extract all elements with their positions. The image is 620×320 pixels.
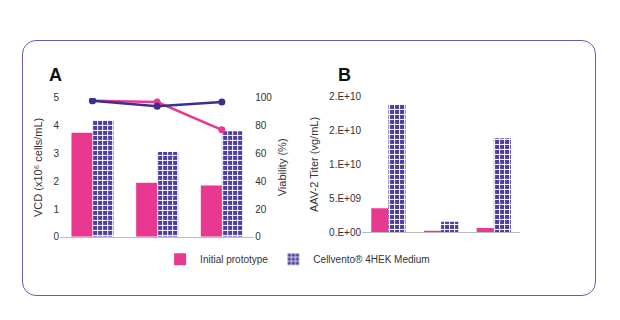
svg-text:Viability (%): Viability (%) bbox=[276, 138, 288, 196]
svg-text:0: 0 bbox=[255, 231, 261, 242]
svg-text:A: A bbox=[49, 65, 62, 85]
svg-text:2: 2 bbox=[54, 176, 60, 187]
svg-text:AAV-2 Titer (vg/mL): AAV-2 Titer (vg/mL) bbox=[308, 117, 320, 212]
svg-text:3: 3 bbox=[54, 148, 60, 159]
svg-text:0.E+00: 0.E+00 bbox=[329, 227, 361, 238]
svg-text:Initial prototype: Initial prototype bbox=[200, 254, 268, 265]
svg-text:4: 4 bbox=[54, 120, 60, 131]
svg-text:20: 20 bbox=[255, 204, 267, 215]
svg-text:1.E+10: 1.E+10 bbox=[329, 159, 361, 170]
svg-text:2.E+10: 2.E+10 bbox=[329, 91, 361, 102]
svg-text:60: 60 bbox=[255, 148, 267, 159]
svg-text:B: B bbox=[338, 65, 351, 85]
svg-text:100: 100 bbox=[255, 92, 272, 103]
svg-text:1: 1 bbox=[54, 204, 60, 215]
svg-text:80: 80 bbox=[255, 120, 267, 131]
svg-text:5: 5 bbox=[54, 92, 60, 103]
svg-text:40: 40 bbox=[255, 176, 267, 187]
svg-text:0: 0 bbox=[54, 231, 60, 242]
svg-text:VCD (x10⁶ cells/mL): VCD (x10⁶ cells/mL) bbox=[32, 118, 44, 217]
svg-text:5.E+09: 5.E+09 bbox=[329, 193, 361, 204]
svg-text:Cellvento® 4HEK Medium: Cellvento® 4HEK Medium bbox=[313, 254, 429, 265]
svg-text:2.E+10: 2.E+10 bbox=[329, 125, 361, 136]
